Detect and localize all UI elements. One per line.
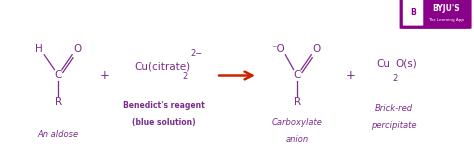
Text: BYJU'S: BYJU'S — [433, 4, 460, 13]
Text: R: R — [55, 97, 62, 107]
Text: O(s): O(s) — [395, 59, 417, 69]
FancyBboxPatch shape — [400, 0, 472, 29]
Text: +: + — [346, 69, 356, 82]
FancyBboxPatch shape — [403, 0, 423, 26]
Text: O: O — [73, 44, 82, 54]
Text: percipitate: percipitate — [371, 121, 417, 130]
Text: 2: 2 — [182, 72, 188, 82]
Text: Brick-red: Brick-red — [375, 104, 413, 112]
Text: Cu: Cu — [376, 59, 391, 69]
Text: +: + — [100, 69, 109, 82]
Text: Benedict's reagent: Benedict's reagent — [123, 101, 205, 110]
Text: An aldose: An aldose — [37, 130, 79, 139]
Text: C: C — [55, 71, 62, 80]
Text: C: C — [294, 71, 301, 80]
Text: B: B — [410, 8, 416, 17]
Text: H: H — [35, 44, 43, 54]
Text: (blue solution): (blue solution) — [132, 118, 196, 127]
Text: ⁻O: ⁻O — [271, 44, 285, 54]
Text: 2−: 2− — [191, 49, 203, 58]
Text: Carboxylate: Carboxylate — [272, 118, 323, 127]
Text: R: R — [294, 97, 301, 107]
Text: Cu(citrate): Cu(citrate) — [135, 62, 191, 72]
Text: The Learning App: The Learning App — [428, 18, 465, 22]
Text: O: O — [313, 44, 321, 54]
Text: 2: 2 — [392, 74, 398, 83]
Text: anion: anion — [286, 135, 309, 144]
